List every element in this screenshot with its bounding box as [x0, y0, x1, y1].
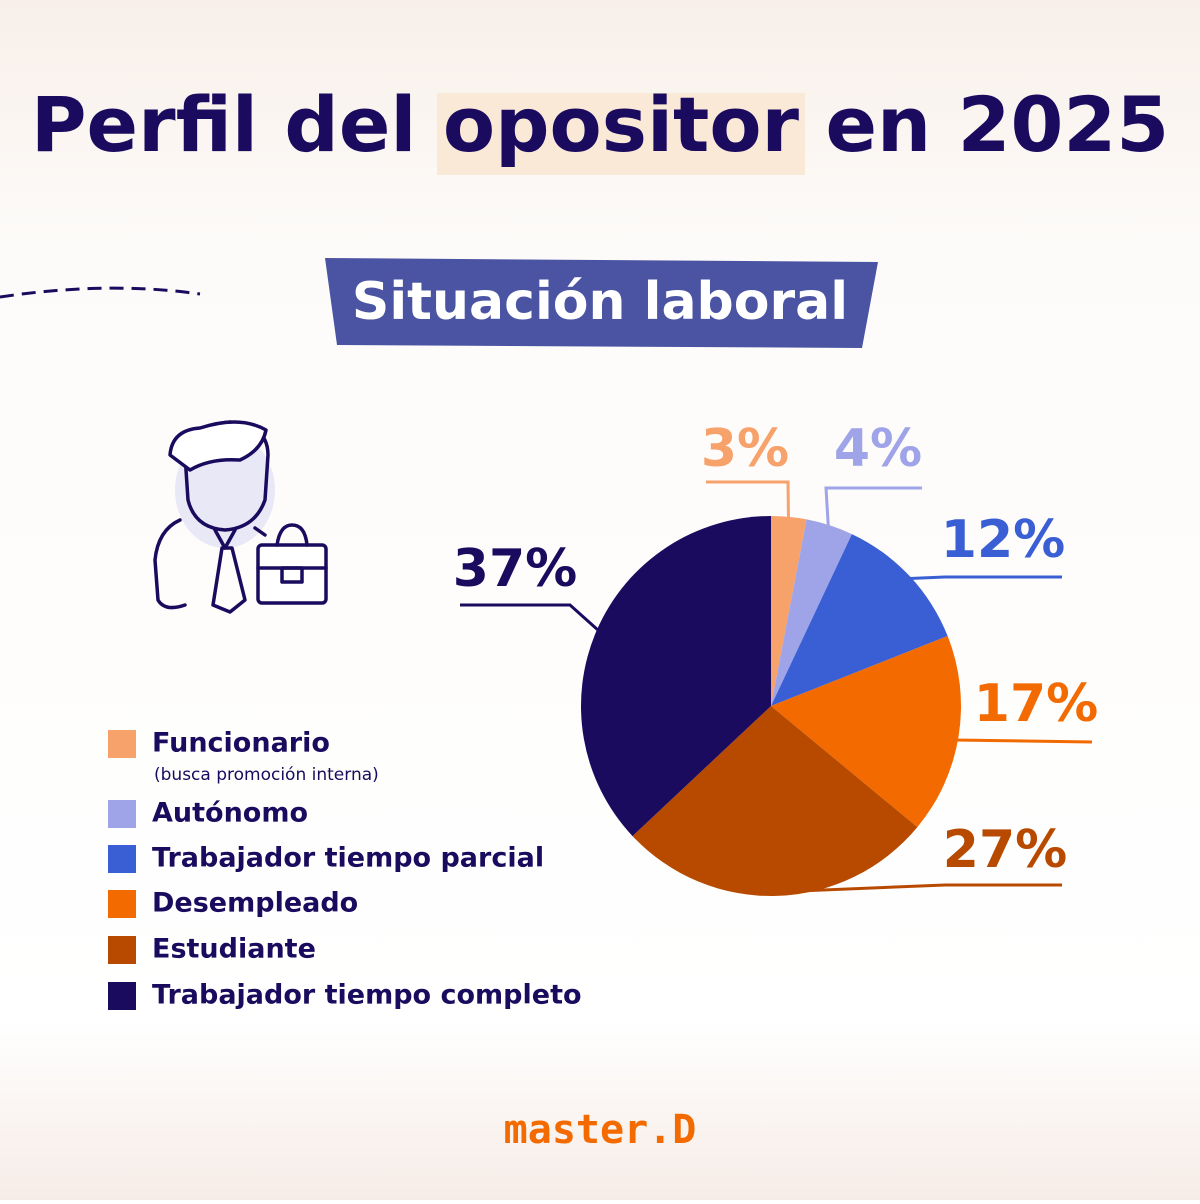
legend-label: Funcionario: [152, 728, 330, 759]
pie-slice: [771, 516, 807, 706]
legend-swatch: [108, 936, 136, 964]
legend-swatch: [108, 845, 136, 873]
legend-swatch: [108, 982, 136, 1010]
leader-line: [706, 480, 791, 521]
subtitle: Situación laboral: [352, 272, 848, 332]
worker-icon: [153, 420, 328, 614]
leader-line: [460, 603, 602, 634]
decor-dash: [0, 286, 201, 299]
legend-label: Trabajador tiempo parcial: [152, 843, 544, 874]
leader-line: [953, 735, 1093, 744]
value-label: 27%: [943, 820, 1067, 880]
pie-slice: [771, 636, 962, 828]
brand-logo: master.D: [504, 1107, 697, 1153]
leader-line: [824, 486, 922, 530]
pie-slice: [771, 534, 948, 706]
legend-note: (busca promoción interna): [154, 765, 379, 785]
legend-swatch: [108, 890, 136, 918]
title: Perfil del opositor en 2025: [31, 80, 1169, 169]
legend: Funcionario Autónomo Trabajador tiempo par…: [108, 728, 582, 1011]
title-highlight: [437, 93, 805, 175]
legend-label: Autónomo: [152, 798, 308, 829]
pie-slice: [771, 519, 852, 706]
legend-swatch: [108, 730, 136, 758]
leader-line: [906, 575, 1062, 581]
value-label: 37%: [453, 539, 577, 599]
leader-line: [776, 883, 1062, 894]
pie-chart: 3% 4% 12% 17% 27% 37%: [453, 419, 1098, 896]
value-label: 17%: [974, 674, 1098, 734]
legend-label: Desempleado: [152, 888, 358, 919]
legend-label: Estudiante: [152, 934, 316, 965]
pie-slice: [632, 706, 918, 896]
legend-swatch: [108, 800, 136, 828]
value-label: 4%: [834, 419, 922, 479]
legend-label: Trabajador tiempo completo: [152, 980, 582, 1011]
value-label: 3%: [701, 419, 789, 479]
value-label: 12%: [941, 510, 1065, 570]
subtitle-banner: [325, 258, 878, 348]
pie-slice: [581, 516, 771, 837]
